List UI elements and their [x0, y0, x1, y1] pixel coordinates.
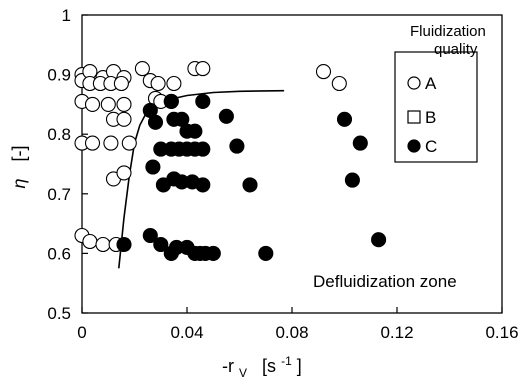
data-point-c	[344, 172, 360, 188]
data-point-a	[166, 75, 182, 92]
x-tick-label: 0.08	[275, 323, 308, 342]
data-point-c	[147, 114, 164, 130]
x-axis-unit-close: ]	[297, 356, 302, 376]
y-tick-label: 0.6	[47, 244, 71, 263]
data-point-a	[195, 61, 211, 77]
x-tick-label: 0.16	[485, 323, 518, 342]
data-point-a	[84, 135, 101, 151]
data-point-c	[195, 93, 211, 109]
y-tick-label: 0.9	[47, 66, 71, 85]
data-point-c	[163, 93, 179, 109]
x-axis-subscript: V	[239, 366, 247, 380]
y-tick-label: 1	[62, 6, 71, 25]
data-point-c	[218, 108, 234, 124]
data-point-a	[315, 64, 332, 80]
data-point-c	[116, 236, 132, 253]
data-point-c	[229, 138, 245, 154]
legend-label-a: A	[425, 74, 437, 93]
y-tick-label: 0.8	[47, 125, 71, 144]
data-point-c	[145, 159, 161, 175]
data-point-a	[121, 135, 137, 151]
x-tick-label: 0	[77, 323, 86, 342]
data-point-a	[84, 96, 101, 112]
data-point-a	[116, 96, 132, 112]
data-point-c	[258, 245, 274, 261]
data-point-a	[331, 75, 347, 92]
legend-marker-c	[407, 139, 421, 153]
data-point-a	[100, 96, 116, 112]
y-tick-label: 0.7	[47, 185, 71, 204]
data-point-a	[150, 75, 166, 92]
data-point-c	[242, 177, 258, 193]
data-point-c	[187, 123, 203, 139]
data-point-a	[82, 233, 98, 250]
x-tick-label: 0.04	[170, 323, 203, 342]
data-point-a	[103, 135, 119, 151]
legend-marker-b	[407, 110, 421, 124]
x-axis-unit-sup: -1	[281, 354, 292, 368]
x-axis-title: -r V [s -1 ]	[222, 349, 302, 381]
x-tick-label: 0.12	[380, 323, 413, 342]
data-point-c	[205, 245, 221, 261]
legend-title-line-2: quality	[434, 41, 478, 58]
legend-label-b: B	[425, 108, 436, 127]
data-point-a	[95, 236, 111, 253]
data-point-a	[113, 75, 129, 92]
data-point-c	[371, 232, 387, 248]
y-tick-label: 0.5	[47, 304, 71, 323]
data-point-c	[352, 135, 368, 151]
data-point-a	[116, 111, 132, 127]
annotation-defluidization-zone: Defluidization zone	[313, 272, 457, 291]
legend-marker-a	[407, 76, 421, 90]
data-point-a	[116, 165, 132, 181]
data-point-a	[134, 61, 150, 77]
y-axis-unit: [-]	[9, 145, 29, 161]
legend-label-c: C	[425, 137, 437, 156]
data-point-c	[195, 177, 211, 193]
y-axis-title: η [-]	[9, 145, 29, 188]
x-axis-unit-open: [s	[262, 356, 276, 376]
y-axis-symbol: η	[9, 179, 29, 189]
data-point-c	[195, 141, 211, 157]
data-point-c	[336, 111, 353, 127]
legend: Fluidization quality A B C	[394, 23, 486, 163]
x-axis-prefix: -r	[222, 356, 234, 376]
legend-title-line-1: Fluidization	[410, 23, 486, 40]
data-point-c	[153, 236, 169, 253]
data-point-c	[142, 227, 158, 244]
